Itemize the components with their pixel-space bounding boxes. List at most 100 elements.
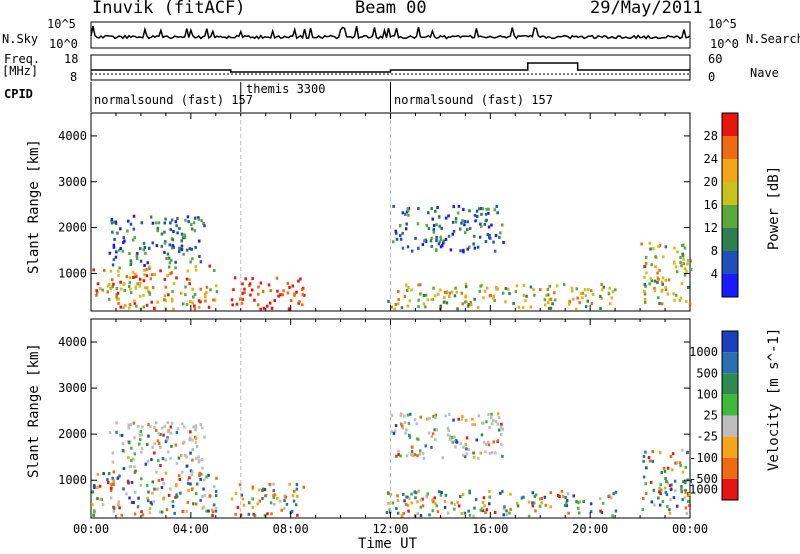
echo-cell <box>549 491 552 495</box>
echo-cell <box>525 294 528 298</box>
echo-cell <box>122 487 125 491</box>
echo-cell <box>140 433 143 437</box>
echo-cell <box>549 297 553 301</box>
echo-cell <box>145 274 149 278</box>
echo-cell <box>397 449 400 453</box>
colorbar-tick-label: 4 <box>711 267 718 281</box>
colorbar-segment <box>722 457 738 479</box>
echo-cell <box>666 481 670 485</box>
echo-cell <box>462 208 465 212</box>
echo-cell <box>215 476 218 480</box>
echo-cell <box>657 496 660 500</box>
echo-cell <box>168 261 172 265</box>
echo-cell <box>194 428 197 432</box>
echo-cell <box>170 218 174 222</box>
echo-cell <box>155 470 158 474</box>
echo-cell <box>501 454 504 458</box>
echo-cell <box>445 301 449 305</box>
echo-cell <box>500 422 503 426</box>
echo-cell <box>457 417 460 421</box>
echo-cell <box>567 302 571 306</box>
echo-cell <box>112 258 116 262</box>
echo-cell <box>464 282 468 286</box>
echo-cell <box>290 299 293 303</box>
echo-cell <box>671 452 675 456</box>
echo-cell <box>213 485 216 489</box>
echo-cell <box>190 247 193 251</box>
echo-cell <box>473 246 477 250</box>
echo-cell <box>424 444 427 448</box>
echo-cell <box>418 283 422 287</box>
echo-cell <box>191 301 194 305</box>
echo-cell <box>129 287 132 291</box>
echo-cell <box>163 298 166 302</box>
echo-cell <box>678 461 682 465</box>
echo-cell <box>146 261 149 265</box>
echo-cell <box>145 303 149 307</box>
echo-cell <box>175 276 178 280</box>
echo-cell <box>141 425 144 429</box>
echo-cell <box>461 493 465 497</box>
echo-cell <box>179 491 182 495</box>
echo-cell <box>294 503 298 507</box>
echo-cell <box>112 479 115 483</box>
echo-cell <box>600 510 604 514</box>
echo-cell <box>540 501 544 505</box>
echo-cell <box>133 301 137 305</box>
echo-cell <box>187 220 190 224</box>
echo-cell <box>287 307 291 311</box>
echo-cell <box>432 224 436 228</box>
echo-cell <box>133 512 137 516</box>
echo-cell <box>668 511 672 515</box>
echo-cell <box>168 243 172 247</box>
x-tick-label: 04:00 <box>173 522 209 536</box>
noise-left-tick-top: 10^5 <box>47 17 76 31</box>
echo-cell <box>279 293 282 297</box>
echo-cell <box>125 275 129 279</box>
echo-cell <box>687 491 690 495</box>
echo-cell <box>235 302 239 306</box>
echo-cell <box>505 513 508 517</box>
echo-cell <box>149 501 153 505</box>
echo-cell <box>261 497 264 500</box>
echo-cell <box>130 481 134 484</box>
echo-cell <box>469 301 472 304</box>
echo-cell <box>119 305 122 309</box>
echo-cell <box>678 298 681 302</box>
echo-cell <box>95 289 98 293</box>
echo-cell <box>661 288 664 292</box>
echo-cell <box>248 284 251 287</box>
echo-cell <box>91 503 94 507</box>
colorbar-tick-label: 25 <box>704 409 718 423</box>
echo-cell <box>116 297 119 301</box>
freq-left-tick-bottom: 8 <box>70 70 78 84</box>
echo-cell <box>183 440 186 444</box>
y-tick-label: 1000 <box>58 266 87 280</box>
echo-cell <box>416 454 419 458</box>
echo-cell <box>151 480 154 484</box>
echo-cell <box>644 284 647 288</box>
echo-cell <box>144 251 147 255</box>
echo-cell <box>134 469 137 473</box>
echo-cell <box>102 472 105 476</box>
echo-cell <box>146 499 150 503</box>
echo-cell <box>501 223 504 227</box>
echo-cell <box>186 478 190 482</box>
echo-cell <box>515 501 519 505</box>
echo-cell <box>117 503 120 507</box>
echo-cell <box>132 214 136 218</box>
echo-cell <box>446 433 450 437</box>
echo-cell <box>192 295 195 299</box>
echo-cell <box>602 285 606 289</box>
echo-cell <box>248 501 251 505</box>
echo-cell <box>644 261 648 265</box>
echo-cell <box>285 502 289 506</box>
echo-cell <box>534 509 537 513</box>
echo-cell <box>128 281 131 285</box>
echo-cell <box>160 486 164 489</box>
echo-cell <box>442 300 446 304</box>
echo-cell <box>121 449 125 452</box>
echo-cell <box>106 478 109 482</box>
echo-cell <box>148 507 152 510</box>
echo-cell <box>560 489 564 493</box>
